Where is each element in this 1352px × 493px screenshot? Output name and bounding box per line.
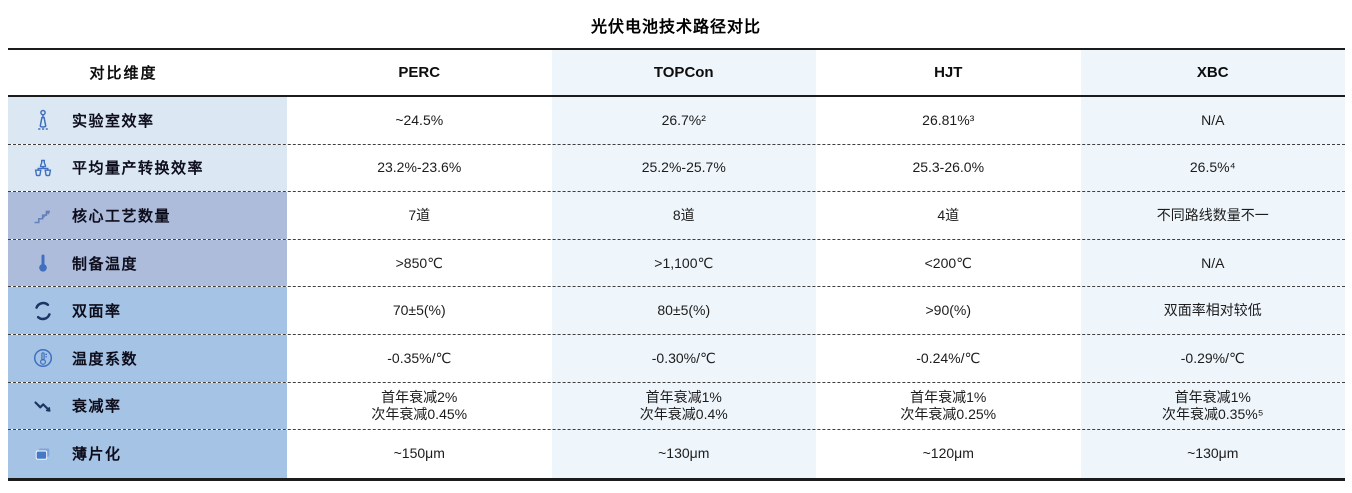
header-perc: PERC xyxy=(398,64,441,81)
value-cell-xbc: 双面率相对较低 xyxy=(1163,302,1262,319)
value-cell-xbc: 26.5%⁴ xyxy=(1189,159,1236,176)
table-row: 平均量产转换效率 23.2%-23.6% 25.2%-25.7% 25.3-26… xyxy=(8,144,1345,193)
value-cell-topcon: >1,100℃ xyxy=(654,254,714,271)
wafer-sheets-icon xyxy=(30,441,56,467)
value-cell-xbc: ~130μm xyxy=(1187,445,1239,462)
dimension-cell: 薄片化 xyxy=(8,430,287,478)
value-cell-perc: 70±5(%) xyxy=(392,302,446,319)
value-cell-perc: 7道 xyxy=(408,206,431,223)
value-cell-xbc: 不同路线数量不一 xyxy=(1156,206,1269,223)
wafer-sheets-icon xyxy=(35,448,50,460)
dimension-cell: 温度系数 xyxy=(8,334,287,382)
rotate-arrows-icon xyxy=(35,301,51,320)
value-cell-perc: >850℃ xyxy=(395,254,443,271)
value-cell-hjt: 首年衰减1% 次年衰减0.25% xyxy=(900,388,997,422)
thermometer-icon xyxy=(39,254,47,272)
stairs-up-icon xyxy=(30,202,56,228)
value-cell-hjt: ~120μm xyxy=(922,445,974,462)
value-cell-hjt: >90(%) xyxy=(925,302,972,319)
value-cell-topcon: 26.7%² xyxy=(661,111,706,128)
value-cell-perc: 23.2%-23.6% xyxy=(377,159,462,176)
lab-stand-icon xyxy=(30,107,56,133)
header-hjt: HJT xyxy=(934,64,963,81)
header-dimension: 对比维度 xyxy=(89,65,158,82)
value-cell-topcon: 25.2%-25.7% xyxy=(641,159,726,176)
production-line-icon xyxy=(34,159,52,177)
decline-arrow-icon xyxy=(34,401,51,412)
rotate-arrows-icon xyxy=(30,298,56,324)
thermometer-icon xyxy=(30,250,56,276)
value-cell-perc: -0.35%/℃ xyxy=(387,349,452,366)
dimension-label: 薄片化 xyxy=(72,446,122,464)
value-cell-xbc: -0.29%/℃ xyxy=(1180,349,1245,366)
temp-coefficient-icon xyxy=(33,349,53,368)
temp-coefficient-icon xyxy=(30,345,56,371)
xbc-column-tint xyxy=(1080,50,1345,478)
value-cell-perc: 首年衰减2% 次年衰减0.45% xyxy=(371,388,468,422)
lab-stand-icon xyxy=(38,110,48,131)
value-cell-topcon: -0.30%/℃ xyxy=(651,349,716,366)
value-cell-topcon: 首年衰减1% 次年衰减0.4% xyxy=(639,388,728,422)
decline-arrow-icon xyxy=(30,393,56,419)
value-cell-topcon: ~130μm xyxy=(658,445,710,462)
table-row: 衰减率 首年衰减2% 次年衰减0.45% 首年衰减1% 次年衰减0.4% 首年衰… xyxy=(8,382,1345,431)
dimension-label: 实验室效率 xyxy=(72,112,155,130)
value-cell-topcon: 8道 xyxy=(672,206,695,223)
value-cell-perc: ~24.5% xyxy=(395,111,444,128)
dimension-label: 双面率 xyxy=(72,303,122,321)
table-row: 核心工艺数量 7道 8道 4道 不同路线数量不一 xyxy=(8,192,1345,240)
header-xbc: XBC xyxy=(1196,64,1229,81)
dimension-cell: 核心工艺数量 xyxy=(8,192,287,239)
comparison-table: 对比维度 PERC TOPCon HJT XBC 实验室效率 ~24.5% 26… xyxy=(8,48,1345,481)
value-cell-hjt: -0.24%/℃ xyxy=(916,349,981,366)
table-row: 实验室效率 ~24.5% 26.7%² 26.81%³ N/A xyxy=(8,97,1345,145)
dimension-cell: 双面率 xyxy=(8,287,287,334)
dimension-cell: 平均量产转换效率 xyxy=(8,144,287,192)
value-cell-hjt: <200℃ xyxy=(924,254,972,271)
header-topcon: TOPCon xyxy=(653,64,714,81)
value-cell-hjt: 25.3-26.0% xyxy=(912,159,985,176)
production-line-icon xyxy=(30,155,56,181)
table-row: 薄片化 ~150μm ~130μm ~120μm ~130μm xyxy=(8,430,1345,478)
dimension-label: 平均量产转换效率 xyxy=(72,160,205,178)
topcon-column-tint xyxy=(551,50,816,478)
value-cell-xbc: N/A xyxy=(1201,254,1225,271)
table-row: 温度系数 -0.35%/℃ -0.30%/℃ -0.24%/℃ -0.29%/℃ xyxy=(8,334,1345,383)
dimension-label: 核心工艺数量 xyxy=(72,207,172,225)
value-cell-perc: ~150μm xyxy=(393,445,445,462)
table-body: 实验室效率 ~24.5% 26.7%² 26.81%³ N/A 平均量产转换效率… xyxy=(8,97,1345,478)
dimension-label: 温度系数 xyxy=(72,350,139,368)
stairs-up-icon xyxy=(34,211,50,224)
table-row: 制备温度 >850℃ >1,100℃ <200℃ N/A xyxy=(8,239,1345,288)
table-header-row: 对比维度 PERC TOPCon HJT XBC xyxy=(8,50,1345,97)
value-cell-hjt: 4道 xyxy=(937,206,960,223)
table-row: 双面率 70±5(%) 80±5(%) >90(%) 双面率相对较低 xyxy=(8,287,1345,335)
dimension-cell: 衰减率 xyxy=(8,382,287,430)
value-cell-xbc: 首年衰减1% 次年衰减0.35%⁵ xyxy=(1162,388,1264,422)
dimension-cell: 实验室效率 xyxy=(8,97,287,144)
value-cell-topcon: 80±5(%) xyxy=(657,302,711,319)
dimension-label: 制备温度 xyxy=(72,255,139,273)
dimension-label: 衰减率 xyxy=(72,398,122,416)
value-cell-xbc: N/A xyxy=(1201,111,1225,128)
dimension-cell: 制备温度 xyxy=(8,239,287,287)
value-cell-hjt: 26.81%³ xyxy=(922,111,975,128)
page-title: 光伏电池技术路径对比 xyxy=(590,19,761,36)
